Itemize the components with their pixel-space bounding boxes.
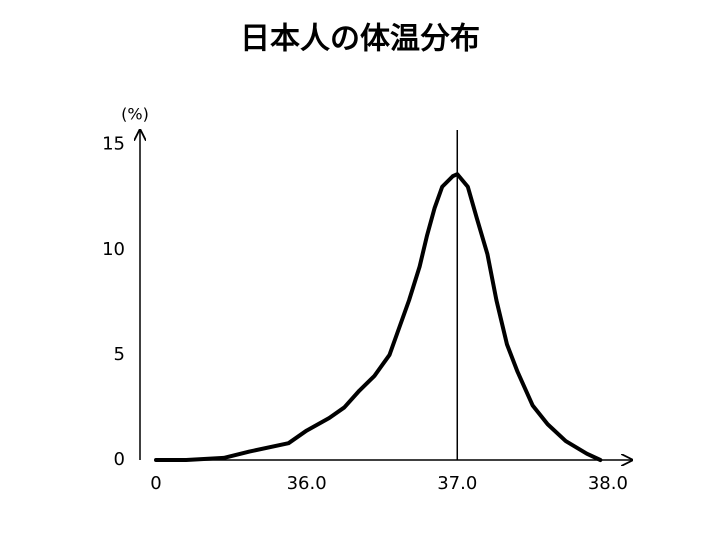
y-tick-label: 0	[114, 449, 125, 470]
x-tick-label: 0	[150, 473, 161, 494]
chart-title: 日本人の体温分布	[240, 22, 480, 57]
x-tick-label: 37.0	[437, 473, 477, 494]
y-tick-label: 5	[114, 344, 125, 365]
y-tick-label: 10	[102, 239, 125, 260]
x-tick-label: 36.0	[287, 473, 327, 494]
x-tick-label: 38.0	[588, 473, 628, 494]
y-axis-label: (%)	[121, 105, 149, 124]
y-tick-label: 15	[102, 134, 125, 155]
line-series	[154, 172, 603, 462]
